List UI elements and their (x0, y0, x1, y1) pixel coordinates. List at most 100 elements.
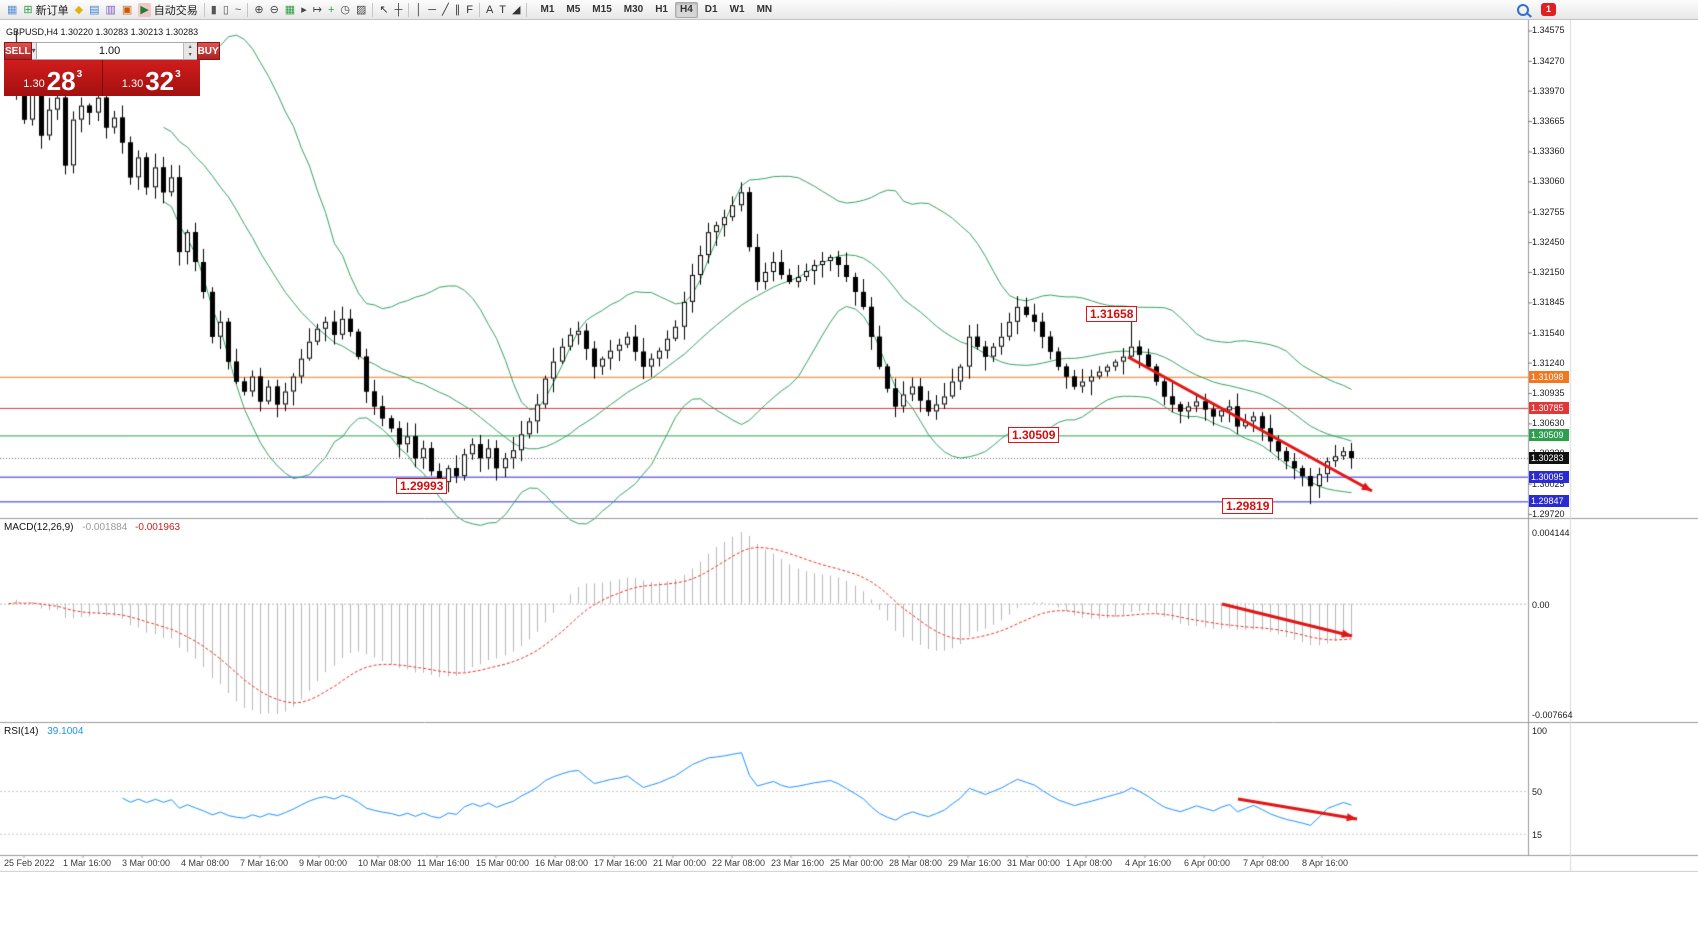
new-order-button-glyph: ⊞ (23, 3, 33, 16)
tile-windows-icon[interactable]: ▦ (282, 2, 298, 18)
timeframe-m15-button[interactable]: M15 (587, 2, 616, 18)
new-chart-icon[interactable]: ▦ (4, 2, 20, 18)
toolbar-separator (203, 2, 205, 17)
rsi-indicator-label: RSI(14) 39.1004 (4, 726, 83, 737)
timeframe-w1-button[interactable]: W1 (725, 2, 750, 18)
chart-shift-icon[interactable]: ↦ (310, 2, 325, 18)
timeframe-m1-button[interactable]: M1 (535, 2, 559, 18)
new-order-button-label: 新订单 (35, 4, 69, 17)
new-order-button[interactable]: ⊞ 新订单 (20, 1, 71, 19)
macd-title: MACD(12,26,9) (4, 522, 74, 533)
chart-canvas[interactable] (0, 20, 1698, 872)
indicators-icon[interactable]: + (325, 2, 337, 18)
indicators-icon-glyph: + (327, 3, 335, 16)
volume-spinner: ▴ ▾ (182, 43, 197, 59)
macd-value-signal: -0.001963 (135, 522, 181, 533)
label-icon-glyph: T (499, 3, 507, 16)
toolbar: ▦ ⊞ 新订单 ◆ ▤ ▥ ▣ ▶ 自动交易 ▮ ▯ ~ ⊕ ⊖ ▦ ▸ ↦ + ◷ ▨ ↖ ┼ │ ─ ╱ ∥ F A T ◢ M1 M5… (0, 0, 1698, 20)
sell-price-panel[interactable]: 1.30 28 3 (4, 60, 102, 96)
auto-trading-button[interactable]: ▶ 自动交易 (135, 1, 200, 19)
buy-button[interactable]: BUY (196, 42, 220, 60)
timeframe-m5-button[interactable]: M5 (561, 2, 585, 18)
horizontal-line-icon-glyph: ─ (428, 3, 437, 16)
timeframe-toolbar: M1 M5 M15 M30 H1 H4 D1 W1 MN (534, 1, 778, 18)
auto-scroll-icon[interactable]: ▸ (298, 2, 310, 18)
shapes-icon-glyph: ◢ (512, 3, 521, 16)
timeframe-mn-button[interactable]: MN (752, 2, 778, 18)
templates-icon[interactable]: ▨ (353, 2, 369, 18)
horizontal-line-icon[interactable]: ─ (425, 2, 439, 18)
chart-symbol-ohlc-label: GBPUSD,H4 1.30220 1.30283 1.30213 1.3028… (6, 27, 199, 37)
zoom-in-icon-glyph: ⊕ (254, 3, 264, 16)
zoom-out-icon-glyph: ⊖ (269, 3, 279, 16)
auto-scroll-icon-glyph: ▸ (301, 3, 307, 16)
profiles-icon[interactable]: ◆ (72, 2, 86, 18)
templates-icon-glyph: ▨ (355, 3, 367, 16)
macd-indicator-label: MACD(12,26,9) -0.001884 -0.001963 (4, 522, 180, 533)
timeframe-h4-button[interactable]: H4 (675, 1, 698, 18)
toolbar-separator (247, 2, 249, 17)
text-icon[interactable]: A (483, 2, 496, 18)
label-icon[interactable]: T (496, 2, 509, 18)
navigator-icon-glyph: ▥ (105, 3, 116, 16)
channel-icon-glyph: ∥ (454, 3, 461, 16)
buy-price-panel[interactable]: 1.30 32 3 (101, 60, 200, 96)
toolbar-separator (478, 2, 480, 17)
toolbar-separator (372, 2, 374, 17)
auto-trading-button-glyph: ▶ (138, 2, 151, 17)
notification-badge[interactable]: 1 (1541, 3, 1556, 16)
timeframe-m30-button[interactable]: M30 (619, 2, 648, 18)
channel-icon[interactable]: ∥ (452, 2, 464, 18)
macd-value-main: -0.001884 (82, 522, 128, 533)
line-chart-icon[interactable]: ~ (232, 2, 244, 18)
timeframe-d1-button[interactable]: D1 (700, 2, 723, 18)
volume-down-arrow[interactable]: ▾ (188, 52, 192, 58)
text-icon-glyph: A (485, 3, 494, 16)
new-chart-icon-glyph: ▦ (7, 3, 18, 16)
bid-price-pipette: 3 (76, 69, 83, 80)
rsi-title: RSI(14) (4, 726, 39, 737)
auto-trading-button-label: 自动交易 (153, 4, 198, 17)
shapes-icon[interactable]: ◢ (509, 2, 523, 18)
toolbar-right-group: 1 (1517, 3, 1694, 16)
volume-field: ▴ ▾ (36, 42, 197, 60)
periods-icon[interactable]: ◷ (337, 2, 353, 18)
cursor-icon[interactable]: ↖ (376, 2, 391, 18)
chart-shift-icon-glyph: ↦ (312, 3, 322, 16)
crosshair-icon-glyph: ┼ (394, 3, 403, 16)
market-watch-icon-glyph: ▤ (89, 3, 100, 16)
bar-chart-icon[interactable]: ▮ (208, 2, 220, 18)
timeframe-h1-button[interactable]: H1 (650, 2, 673, 18)
bar-chart-icon-glyph: ▮ (210, 3, 217, 16)
market-watch-icon[interactable]: ▤ (86, 2, 102, 18)
ask-price-big: 32 (145, 66, 175, 96)
volume-input[interactable] (36, 43, 183, 59)
bid-price-prefix: 1.30 (23, 78, 45, 90)
tile-windows-icon-glyph: ▦ (284, 3, 296, 16)
volume-up-arrow[interactable]: ▴ (188, 44, 192, 50)
ask-price-prefix: 1.30 (121, 78, 144, 90)
toolbar-icon-group: ▦ ⊞ 新订单 ◆ ▤ ▥ ▣ ▶ 自动交易 ▮ ▯ ~ ⊕ ⊖ ▦ ▸ ↦ + ◷ ▨ ↖ ┼ │ ─ ╱ ∥ F A T ◢ (4, 1, 530, 19)
cursor-icon-glyph: ↖ (379, 3, 389, 16)
crosshair-icon[interactable]: ┼ (392, 2, 406, 18)
terminal-icon[interactable]: ▣ (119, 2, 135, 18)
navigator-icon[interactable]: ▥ (103, 2, 119, 18)
candlestick-chart-icon-glyph: ▯ (222, 3, 229, 16)
vertical-line-icon-glyph: │ (415, 3, 423, 16)
candlestick-chart-icon[interactable]: ▯ (220, 2, 232, 18)
toolbar-separator (408, 2, 410, 17)
vertical-line-icon[interactable]: │ (412, 2, 425, 18)
fibonacci-icon[interactable]: F (463, 2, 476, 18)
rsi-value: 39.1004 (47, 726, 84, 737)
zoom-in-icon[interactable]: ⊕ (251, 2, 266, 18)
bid-price-big: 28 (46, 66, 76, 96)
sell-button[interactable]: SELL (4, 42, 32, 60)
search-icon[interactable] (1517, 3, 1529, 16)
order-type-dropdown[interactable]: ▾ (31, 42, 37, 60)
trendline-icon[interactable]: ╱ (439, 2, 452, 18)
ask-price-pipette: 3 (175, 69, 181, 80)
zoom-out-icon[interactable]: ⊖ (267, 2, 282, 18)
line-chart-icon-glyph: ~ (234, 3, 242, 16)
